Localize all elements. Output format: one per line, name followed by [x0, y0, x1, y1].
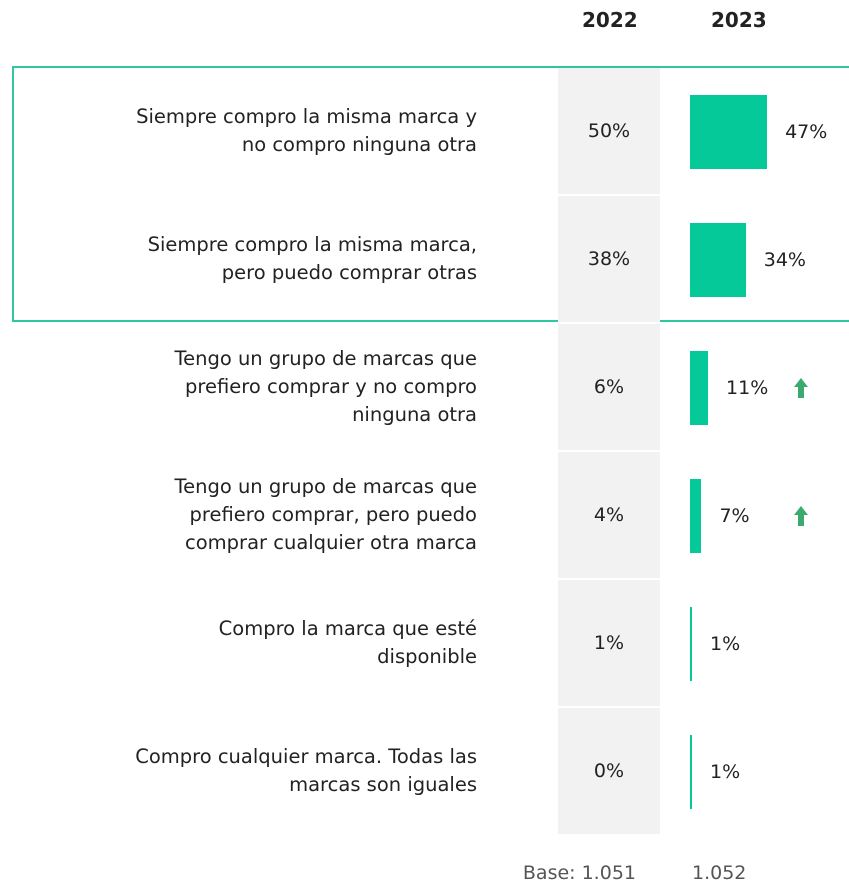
base-2022: Base: 1.051: [522, 862, 636, 884]
bar: [690, 735, 692, 809]
header-2022: 2022: [582, 8, 638, 32]
value-2022: 1%: [558, 580, 660, 706]
header-2023: 2023: [711, 8, 767, 32]
bar: [690, 95, 768, 169]
value-2022: 4%: [558, 452, 660, 578]
arrow-icon: [794, 378, 808, 398]
up-arrow: [793, 376, 809, 400]
arrow-icon: [794, 506, 808, 526]
category-label: Tengo un grupo de marcas que prefiero co…: [174, 475, 477, 554]
value-label: 11%: [726, 377, 769, 399]
value-label: 34%: [763, 249, 806, 271]
bar: [690, 479, 702, 553]
category-label: Compro la marca que esté disponible: [218, 617, 477, 668]
up-arrow: [793, 504, 809, 528]
bar: [690, 351, 709, 425]
value-2022: 6%: [558, 324, 660, 450]
base-2023: 1.052: [692, 862, 747, 884]
category-label: Compro cualquier marca. Todas las marcas…: [135, 745, 477, 796]
value-label: 1%: [710, 761, 741, 783]
category-label: Siempre compro la misma marca, pero pued…: [147, 233, 477, 284]
value-label: 7%: [719, 505, 750, 527]
category-label: Siempre compro la misma marca y no compr…: [136, 105, 477, 156]
value-2022: 50%: [558, 68, 660, 194]
value-label: 1%: [710, 633, 741, 655]
bar: [690, 607, 692, 681]
value-2022: 38%: [558, 196, 660, 322]
bar: [690, 223, 746, 297]
category-label: Tengo un grupo de marcas que prefiero co…: [174, 347, 477, 426]
value-label: 47%: [785, 121, 828, 143]
value-2022: 0%: [558, 708, 660, 834]
highlight-box: [12, 66, 849, 322]
